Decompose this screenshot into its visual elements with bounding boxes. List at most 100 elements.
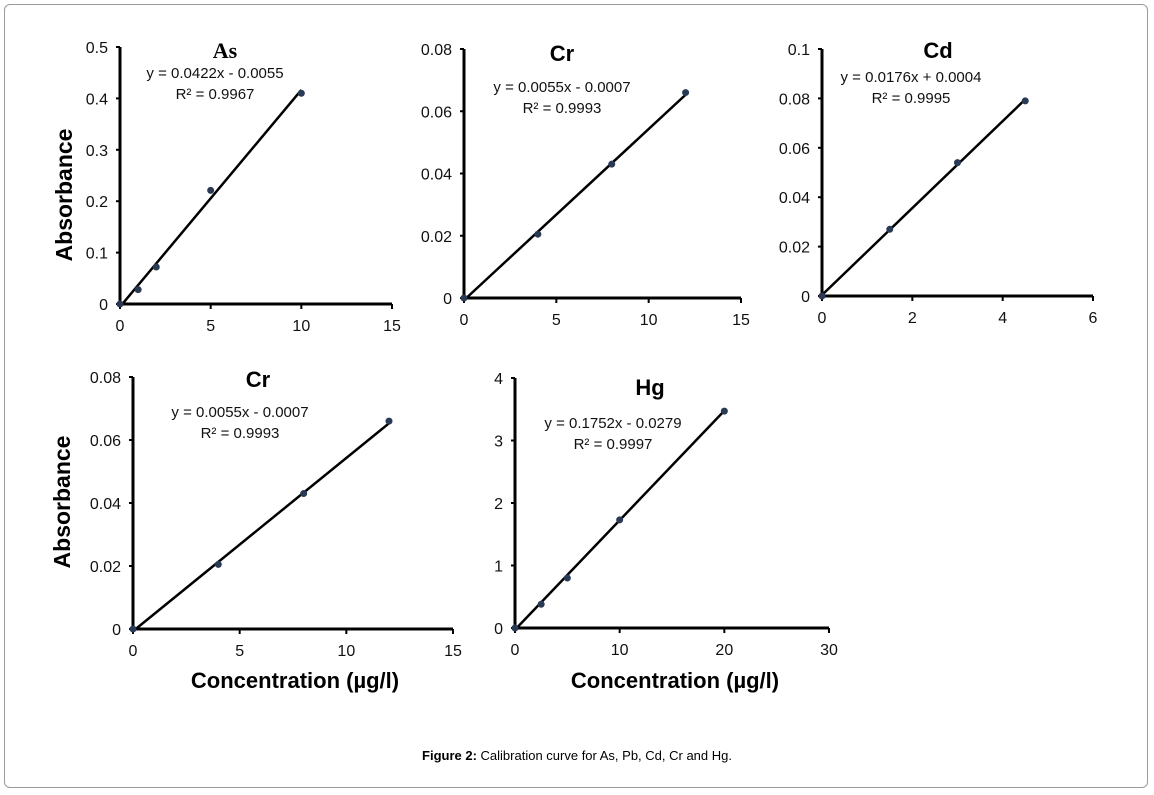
x-tick-label: 30: [820, 642, 838, 659]
chart-title: Hg: [635, 375, 664, 400]
y-tick-label: 0.1: [86, 246, 108, 263]
x-tick-label: 20: [715, 642, 733, 659]
data-point: [385, 417, 393, 425]
x-axis-label: Concentration (µg/l): [571, 668, 779, 693]
y-tick-label: 0.02: [90, 559, 121, 576]
chart-title: Cd: [923, 38, 952, 63]
x-tick-label: 5: [552, 312, 561, 329]
y-tick-label: 0.08: [779, 91, 810, 108]
y-tick-label: 0.3: [86, 143, 108, 160]
chart-panel-cr: 0 0.02 0.04 0.06 0.08 0 5 10 15 Cr y = 0.0055x - 0…: [421, 41, 750, 329]
data-point: [537, 600, 545, 608]
chart-panel-cr: 0 0.02 0.04 0.06 0.08 0 5 10 15 Cr y = 0.0055x - 0…: [49, 367, 462, 693]
chart-title: Cr: [246, 367, 271, 392]
trendline-equation: y = 0.1752x - 0.0279: [544, 415, 681, 432]
x-tick-label: 0: [460, 312, 469, 329]
x-tick-label: 15: [444, 643, 462, 660]
x-tick-label: 0: [116, 318, 125, 335]
y-tick-label: 0.02: [421, 229, 452, 246]
x-tick-label: 10: [337, 643, 355, 660]
data-point: [300, 490, 308, 498]
y-tick-label: 0: [112, 622, 121, 639]
y-tick-label: 4: [494, 371, 503, 388]
trendline: [821, 98, 1027, 296]
data-point: [886, 225, 894, 233]
y-tick-label: 0.06: [90, 433, 121, 450]
trendline-equation: y = 0.0422x - 0.0055: [146, 65, 283, 82]
trendline: [121, 89, 303, 305]
y-axis-label: Absorbance: [51, 129, 77, 262]
data-point: [129, 625, 137, 633]
trendline-equation: y = 0.0176x + 0.0004: [841, 69, 982, 86]
x-tick-label: 0: [129, 643, 138, 660]
y-axis-label: Absorbance: [49, 436, 75, 569]
y-tick-label: 0.4: [86, 91, 108, 108]
data-point: [563, 574, 571, 582]
data-point: [608, 160, 616, 168]
x-tick-label: 15: [383, 318, 401, 335]
y-tick-label: 0: [801, 289, 810, 306]
x-tick-label: 0: [511, 642, 520, 659]
y-tick-label: 0.04: [779, 190, 810, 207]
data-point: [511, 624, 519, 632]
data-point: [152, 263, 160, 271]
data-point: [682, 89, 690, 97]
data-point: [616, 516, 624, 524]
x-tick-label: 2: [908, 310, 917, 327]
chart-title: As: [213, 38, 238, 63]
y-tick-label: 0: [494, 621, 503, 638]
x-tick-label: 4: [998, 310, 1007, 327]
figure-caption: Figure 2: Calibration curve for As, Pb, …: [0, 748, 1154, 763]
y-tick-label: 1: [494, 559, 503, 576]
data-point: [134, 286, 142, 294]
trendline: [465, 93, 687, 299]
y-tick-label: 0.04: [421, 167, 452, 184]
r-squared: R² = 0.9993: [201, 425, 280, 442]
data-point: [214, 560, 222, 568]
chart-panel-hg: 0 1 2 3 4 0 10 20 30 Hg y = 0.1752x - 0.0279 R² = 0…: [494, 371, 838, 693]
y-tick-label: 0.2: [86, 194, 108, 211]
y-tick-label: 0.02: [779, 240, 810, 257]
y-tick-label: 3: [494, 434, 503, 451]
data-point: [116, 300, 124, 308]
x-tick-label: 5: [235, 643, 244, 660]
r-squared: R² = 0.9967: [176, 86, 255, 103]
caption-label: Figure 2:: [422, 748, 477, 763]
data-point: [460, 294, 468, 302]
data-point: [1021, 97, 1029, 105]
x-axis-label: Concentration (µg/l): [191, 668, 399, 693]
x-tick-label: 5: [206, 318, 215, 335]
r-squared: R² = 0.9997: [574, 436, 653, 453]
x-tick-label: 15: [732, 312, 750, 329]
r-squared: R² = 0.9993: [523, 100, 602, 117]
y-tick-label: 0.08: [421, 42, 452, 59]
trendline-equation: y = 0.0055x - 0.0007: [171, 404, 308, 421]
x-tick-label: 10: [292, 318, 310, 335]
x-tick-label: 10: [611, 642, 629, 659]
data-point: [534, 230, 542, 238]
y-tick-label: 2: [494, 496, 503, 513]
y-tick-label: 0: [99, 297, 108, 314]
y-tick-label: 0.08: [90, 370, 121, 387]
y-tick-label: 0.1: [788, 42, 810, 59]
trendline-equation: y = 0.0055x - 0.0007: [493, 79, 630, 96]
chart-title: Cr: [550, 41, 575, 66]
x-tick-label: 0: [818, 310, 827, 327]
y-tick-label: 0.06: [779, 141, 810, 158]
trendline: [134, 422, 390, 630]
x-tick-label: 6: [1089, 310, 1098, 327]
r-squared: R² = 0.9995: [872, 90, 951, 107]
data-point: [954, 159, 961, 167]
data-point: [818, 292, 826, 300]
caption-text: Calibration curve for As, Pb, Cd, Cr and…: [476, 748, 732, 763]
y-tick-label: 0.06: [421, 104, 452, 121]
y-tick-label: 0.04: [90, 496, 121, 513]
figure-frame: [4, 4, 1148, 788]
y-tick-label: 0: [443, 291, 452, 308]
y-tick-label: 0.5: [86, 40, 108, 57]
data-point: [720, 407, 728, 415]
data-point: [207, 186, 215, 194]
chart-panel-cd: 0 0.02 0.04 0.06 0.08 0.1 0 2 4 6 Cd y = 0.0176x + …: [779, 38, 1098, 327]
x-tick-label: 10: [640, 312, 658, 329]
